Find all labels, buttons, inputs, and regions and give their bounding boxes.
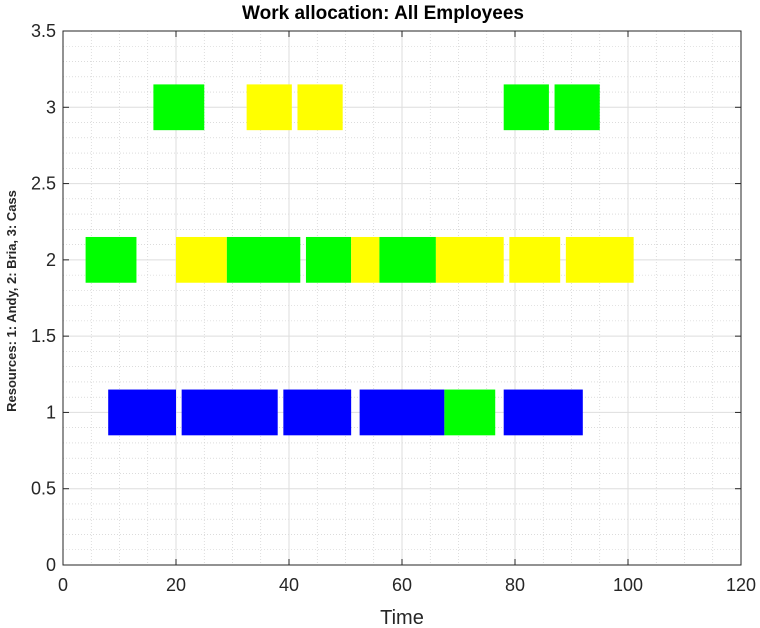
task-bar-resource-1	[181, 389, 278, 436]
x-tick-label: 40	[279, 575, 299, 595]
x-tick-label: 80	[505, 575, 525, 595]
task-bar-resource-2	[565, 236, 634, 283]
x-tick-label: 20	[166, 575, 186, 595]
task-bar-resource-3	[297, 84, 343, 131]
task-bar-resource-2	[85, 236, 137, 283]
task-bar-resource-3	[153, 84, 205, 131]
task-bar-resource-1	[503, 389, 583, 436]
y-tick-label: 3	[46, 97, 56, 117]
y-tick-label: 2	[46, 250, 56, 270]
y-tick-label: 1	[46, 402, 56, 422]
y-tick-label: 3.5	[31, 21, 56, 41]
y-tick-label: 0.5	[31, 479, 56, 499]
x-tick-label: 0	[58, 575, 68, 595]
task-bar-resource-2	[435, 236, 504, 283]
task-bar-resource-1	[444, 389, 496, 436]
y-tick-label: 1.5	[31, 326, 56, 346]
y-tick-label: 0	[46, 555, 56, 575]
x-tick-label: 120	[726, 575, 756, 595]
task-bar-resource-3	[554, 84, 600, 131]
task-bar-resource-2	[176, 236, 227, 283]
task-bar-resource-2	[226, 236, 301, 283]
y-axis-label: Resources: 1: Andy, 2: Bria, 3: Cass	[4, 190, 19, 412]
task-bar-resource-3	[503, 84, 549, 131]
axis-ticks: 0 20 40 60 80 100 120 0 0.5 1 1.5 2 2.5 3 3.5	[31, 21, 756, 595]
y-tick-label: 2.5	[31, 174, 56, 194]
task-bar-resource-2	[509, 236, 561, 283]
task-bar-resource-1	[359, 389, 445, 436]
task-bar-resource-1	[108, 389, 176, 436]
x-tick-label: 100	[613, 575, 643, 595]
x-tick-label: 60	[392, 575, 412, 595]
task-bar-resource-2	[305, 236, 352, 283]
task-bar-resource-1	[283, 389, 352, 436]
task-bar-resource-2	[351, 236, 380, 283]
task-bar-resource-3	[246, 84, 292, 131]
chart-title: Work allocation: All Employees	[242, 3, 524, 24]
task-bar-resource-2	[379, 236, 436, 283]
x-axis-label: Time	[380, 607, 424, 628]
task-bars	[85, 84, 634, 436]
